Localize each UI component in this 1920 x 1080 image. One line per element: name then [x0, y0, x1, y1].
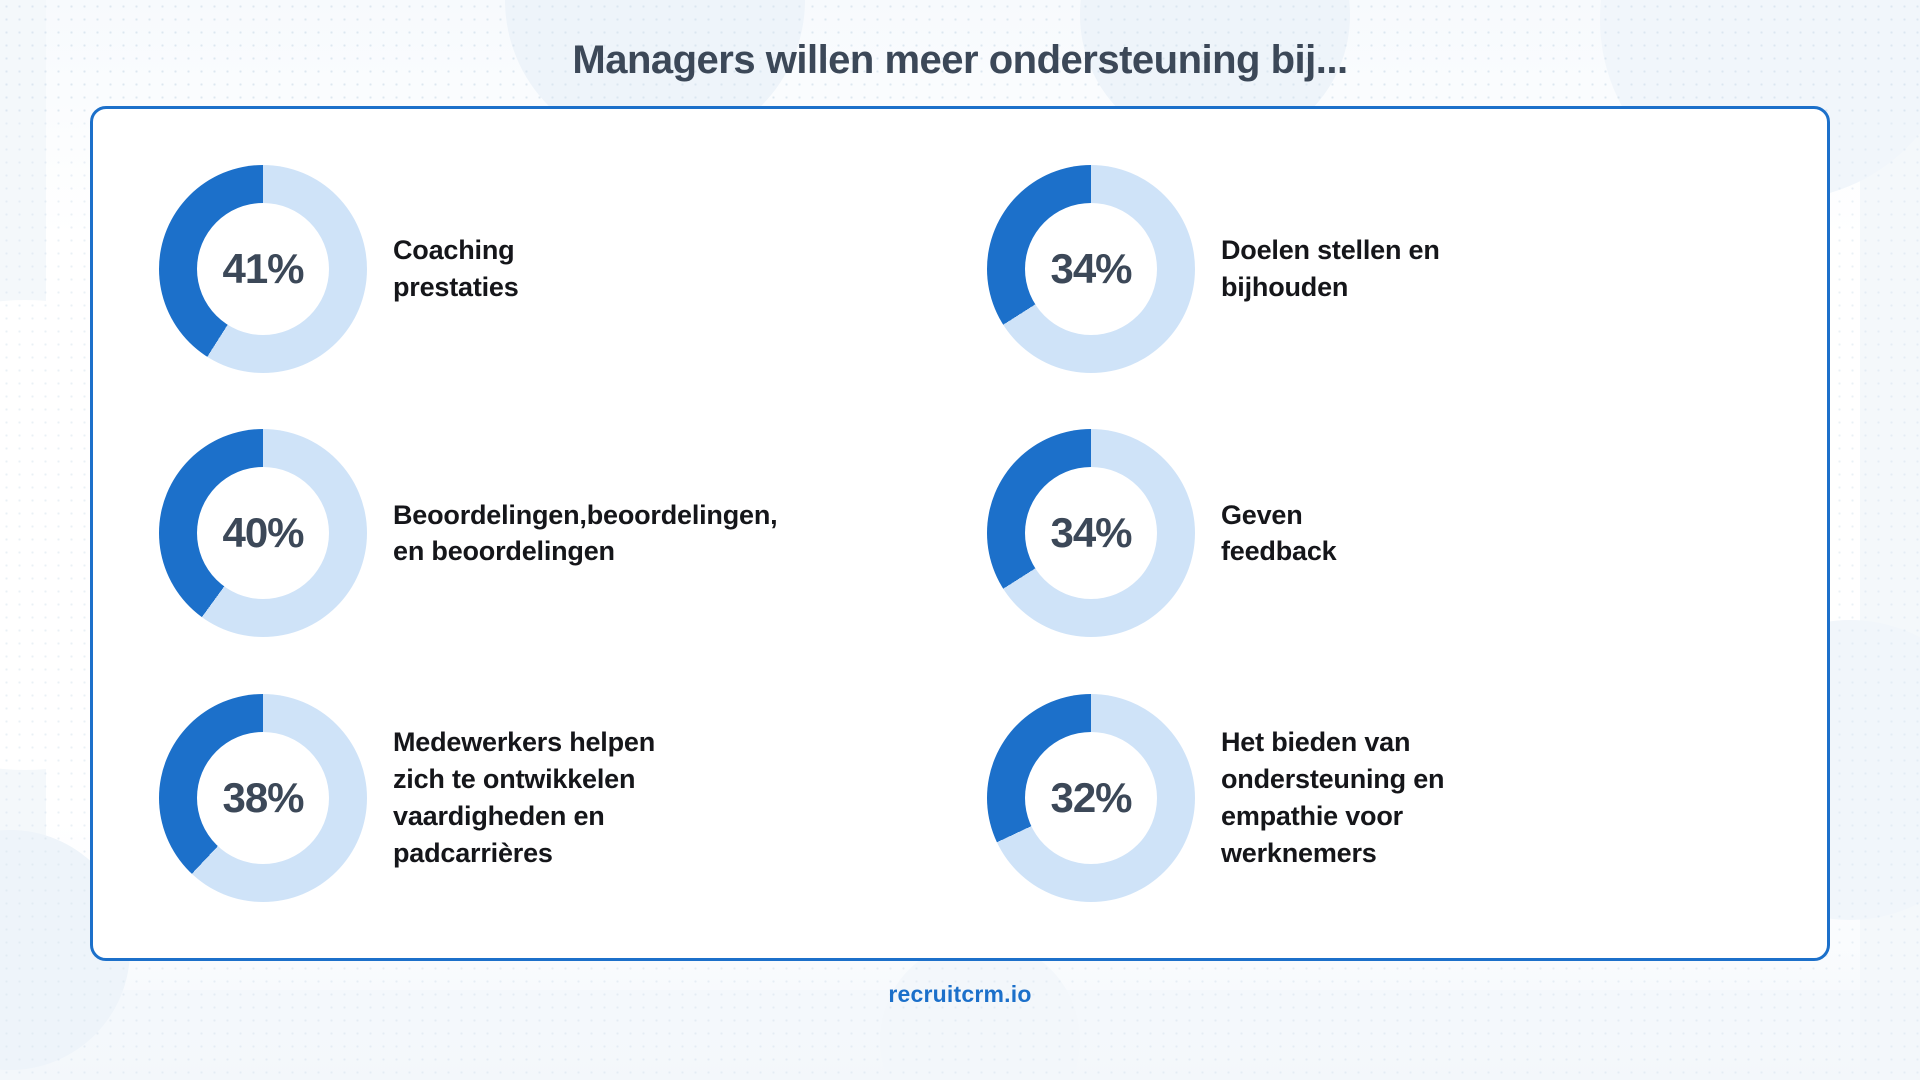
- stat-label-line: Het bieden van: [1221, 727, 1411, 758]
- donut-chart: 41%: [159, 165, 367, 374]
- stat-label-line: prestaties: [393, 272, 519, 303]
- stat-label-line: ondersteuning en: [1221, 764, 1445, 795]
- stat-label: Medewerkers helpen zich te ontwikkelen vaa…: [393, 724, 655, 871]
- stat-label-line: Coaching: [393, 235, 515, 266]
- donut-value: 34%: [1050, 245, 1132, 293]
- donut-chart: 34%: [987, 429, 1195, 638]
- stat-label-line: padcarrières: [393, 837, 553, 868]
- stat-item: 34% Doelen stellen en bijhouden: [965, 165, 1783, 374]
- stat-label-line: empathie voor: [1221, 800, 1403, 831]
- donut-center: 34%: [1025, 467, 1157, 600]
- donut-chart: 34%: [987, 165, 1195, 374]
- stat-item: 34% Geven feedback: [965, 429, 1783, 638]
- donut-chart: 32%: [987, 693, 1195, 902]
- donut-value: 41%: [222, 245, 304, 293]
- donut-center: 40%: [197, 467, 329, 600]
- stat-label-line: feedback: [1221, 536, 1337, 567]
- stat-label: Geven feedback: [1221, 497, 1337, 570]
- background-dot-pattern-top: [0, 0, 1920, 120]
- stats-card: 41% Coaching prestaties 34% Doelen stellen e…: [90, 106, 1830, 961]
- donut-center: 41%: [197, 203, 329, 336]
- stat-label-line: Geven: [1221, 499, 1303, 530]
- stat-item: 38% Medewerkers helpen zich te ontwikkelen…: [137, 693, 955, 902]
- stat-label: Doelen stellen en bijhouden: [1221, 232, 1440, 305]
- donut-value: 34%: [1050, 509, 1132, 557]
- donut-chart: 40%: [159, 429, 367, 638]
- stat-item: 41% Coaching prestaties: [137, 165, 955, 374]
- stat-label-line: werknemers: [1221, 837, 1377, 868]
- donut-center: 34%: [1025, 203, 1157, 336]
- stat-label: Het bieden van ondersteuning en empathie v…: [1221, 724, 1445, 871]
- footer-brand: recruitcrm.io: [888, 981, 1032, 1007]
- donut-value: 40%: [222, 509, 304, 557]
- donut-center: 32%: [1025, 731, 1157, 864]
- stat-label-line: Doelen stellen en: [1221, 235, 1440, 266]
- stat-label: Coaching prestaties: [393, 232, 519, 305]
- donut-value: 38%: [222, 773, 304, 821]
- stat-label-line: Beoordelingen,beoordelingen,: [393, 499, 778, 530]
- stat-label-line: bijhouden: [1221, 272, 1349, 303]
- stat-item: 32% Het bieden van ondersteuning en empathi…: [965, 693, 1783, 902]
- stat-label-line: zich te ontwikkelen: [393, 764, 636, 795]
- stat-label-line: Medewerkers helpen: [393, 727, 656, 758]
- donut-center: 38%: [197, 731, 329, 864]
- page-title: Managers willen meer ondersteuning bij..…: [572, 38, 1348, 82]
- donut-value: 32%: [1050, 773, 1132, 821]
- stat-label-line: vaardigheden en: [393, 800, 605, 831]
- stat-label-line: en beoordelingen: [393, 536, 615, 567]
- stat-item: 40% Beoordelingen,beoordelingen, en beoord…: [137, 429, 955, 638]
- donut-chart: 38%: [159, 693, 367, 902]
- stat-label: Beoordelingen,beoordelingen, en beoordeli…: [393, 497, 778, 570]
